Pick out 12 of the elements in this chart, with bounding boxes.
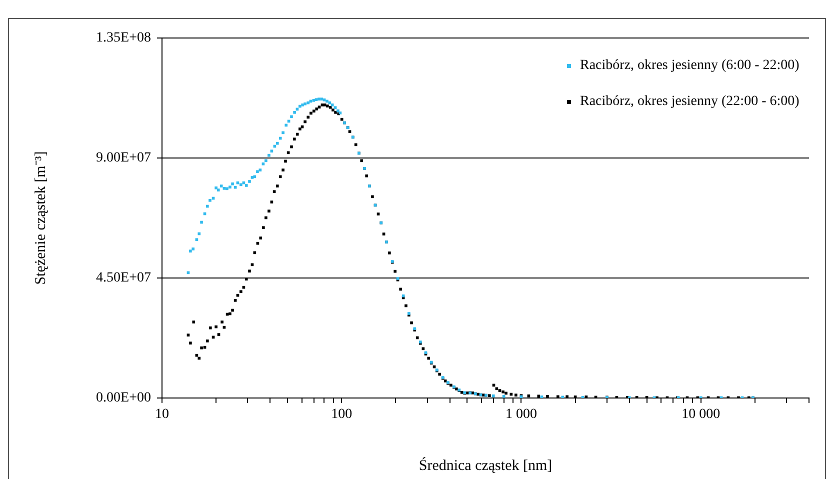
y-tick-label: 4.50E+07	[96, 270, 151, 286]
x-tick-label: 10 000	[682, 407, 720, 422]
legend-label: Racibórz, okres jesienny (6:00 - 22:00)	[580, 58, 800, 74]
x-axis-title: Średnica cząstek [nm]	[418, 456, 552, 474]
y-tick-label: 0.00E+00	[96, 390, 151, 406]
y-axis-title: Stężenie cząstek [m⁻³]	[32, 151, 49, 285]
x-tick-label: 1 000	[505, 407, 537, 422]
x-tick-label: 100	[331, 407, 352, 422]
y-tick-label: 1.35E+08	[96, 30, 151, 46]
x-tick-label: 10	[155, 407, 169, 422]
legend-label: Racibórz, okres jesienny (22:00 - 6:00)	[580, 94, 800, 110]
y-tick-label: 9.00E+07	[96, 150, 151, 166]
